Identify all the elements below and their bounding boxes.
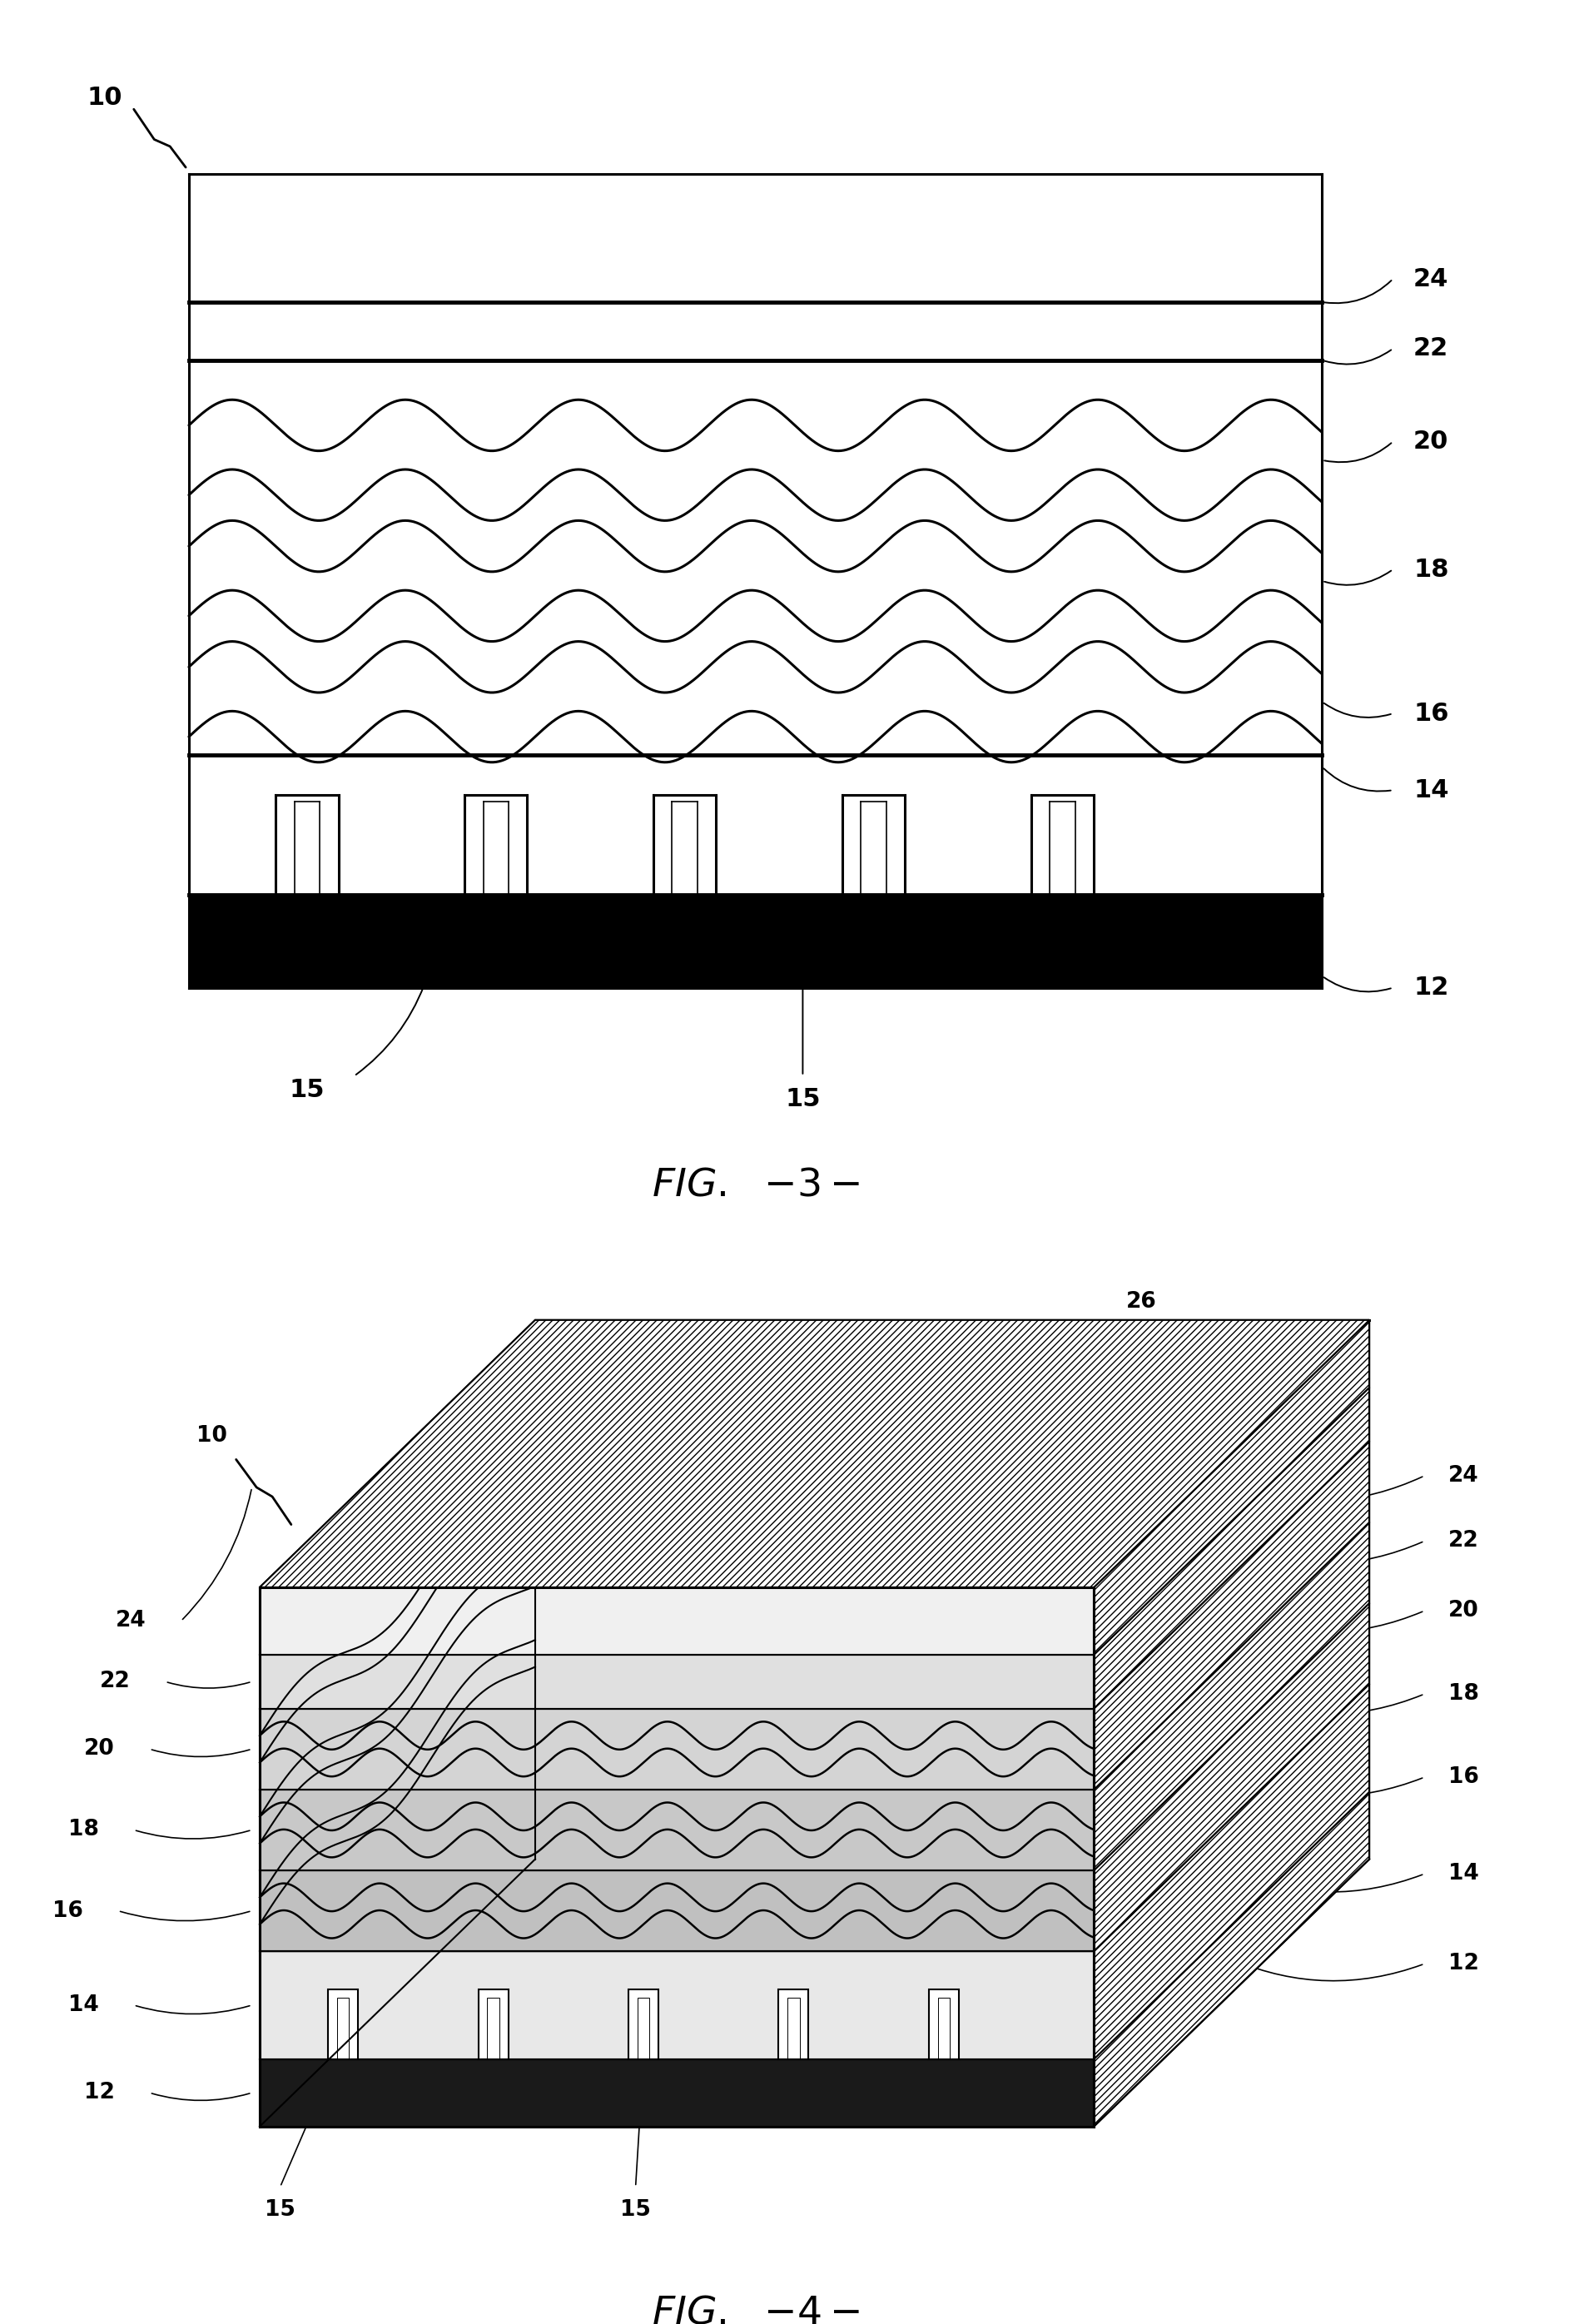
Polygon shape [260, 1871, 1094, 1952]
Text: 18: 18 [68, 1820, 99, 1841]
Text: 16: 16 [52, 1901, 83, 1922]
Polygon shape [1094, 1604, 1369, 1952]
Polygon shape [1094, 1522, 1369, 1871]
Polygon shape [260, 1789, 1094, 1871]
Polygon shape [938, 1996, 949, 2059]
Text: 23: 23 [724, 2071, 756, 2092]
Text: 22: 22 [1448, 1529, 1478, 1552]
Polygon shape [1094, 1792, 1369, 2126]
Polygon shape [478, 1989, 508, 2059]
Polygon shape [260, 1792, 1369, 2059]
Polygon shape [260, 1320, 1369, 1587]
Polygon shape [337, 1996, 349, 2059]
Polygon shape [628, 1989, 658, 2059]
Polygon shape [260, 2059, 1094, 2126]
Polygon shape [929, 1989, 959, 2059]
Text: 15: 15 [290, 1078, 324, 1102]
Text: 20: 20 [1448, 1599, 1478, 1622]
Polygon shape [260, 1587, 1094, 1655]
Text: 20: 20 [85, 1738, 115, 1759]
Text: 24: 24 [116, 1611, 146, 1631]
Polygon shape [1094, 1685, 1369, 2059]
Polygon shape [260, 1522, 1369, 1789]
Text: 23: 23 [1247, 1924, 1278, 1948]
Polygon shape [260, 1320, 1369, 1587]
Text: 14: 14 [1413, 779, 1448, 802]
Text: 22: 22 [101, 1671, 131, 1692]
Text: 15: 15 [620, 2199, 652, 2222]
Polygon shape [488, 1996, 499, 2059]
Polygon shape [787, 1996, 800, 2059]
Text: 16: 16 [1413, 702, 1448, 725]
Polygon shape [260, 1387, 1369, 1655]
Polygon shape [637, 1996, 650, 2059]
Text: 22: 22 [1413, 337, 1448, 360]
Text: 16: 16 [1448, 1766, 1480, 1787]
Text: $\mathit{FIG.}$  $\mathit{-4-}$: $\mathit{FIG.}$ $\mathit{-4-}$ [652, 2294, 859, 2324]
Text: 15: 15 [264, 2199, 296, 2222]
Text: 10: 10 [87, 86, 121, 109]
Polygon shape [260, 1655, 1094, 1708]
Text: 24: 24 [1448, 1464, 1478, 1487]
Text: 26: 26 [1127, 1292, 1157, 1313]
Text: 18: 18 [1413, 558, 1448, 581]
Text: 26: 26 [471, 1452, 501, 1476]
Text: 12: 12 [1448, 1952, 1480, 1975]
Polygon shape [260, 1441, 1369, 1708]
Text: 10: 10 [197, 1425, 228, 1448]
Text: 21: 21 [1247, 1917, 1278, 1938]
Text: 12: 12 [83, 2082, 115, 2103]
Polygon shape [1094, 1441, 1369, 1789]
Polygon shape [779, 1989, 809, 2059]
Text: $\mathit{FIG.}$  $\mathit{-3-}$: $\mathit{FIG.}$ $\mathit{-3-}$ [652, 1167, 859, 1204]
Polygon shape [260, 1685, 1369, 1952]
Text: 14: 14 [69, 1994, 99, 2015]
Polygon shape [260, 1604, 1369, 1871]
Text: 21: 21 [661, 2085, 693, 2108]
Text: 12: 12 [1413, 976, 1448, 999]
Text: 15: 15 [785, 1088, 820, 1111]
Text: 14: 14 [1448, 1864, 1478, 1885]
Text: 18: 18 [1448, 1683, 1480, 1706]
Polygon shape [1094, 1320, 1369, 1655]
Polygon shape [1094, 1387, 1369, 1708]
Polygon shape [260, 1952, 1094, 2059]
Polygon shape [260, 1708, 1094, 1789]
Text: 20: 20 [1413, 430, 1448, 453]
Text: 24: 24 [1413, 267, 1448, 290]
Polygon shape [327, 1989, 359, 2059]
